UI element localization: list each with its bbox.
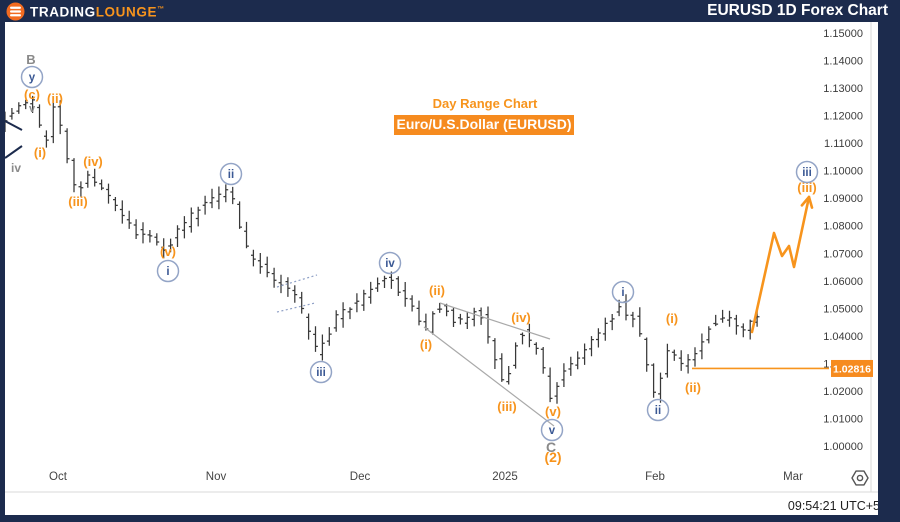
- instrument-badge: Euro/U.S.Dollar (EURUSD): [394, 115, 574, 135]
- svg-text:1.00000: 1.00000: [823, 441, 863, 453]
- svg-text:(v): (v): [160, 244, 176, 259]
- svg-text:Dec: Dec: [350, 471, 371, 483]
- svg-text:i: i: [621, 287, 624, 299]
- svg-text:(i): (i): [420, 337, 432, 352]
- ohlc-bars: [2, 95, 760, 404]
- svg-text:1.08000: 1.08000: [823, 221, 863, 233]
- svg-text:1.02000: 1.02000: [823, 386, 863, 398]
- x-axis-labels[interactable]: Oct Nov Dec 2025 Feb Mar: [49, 471, 803, 483]
- svg-text:(c): (c): [24, 87, 40, 102]
- svg-text:1.01000: 1.01000: [823, 413, 863, 425]
- svg-text:y: y: [29, 72, 36, 84]
- svg-text:(iii): (iii): [68, 194, 88, 209]
- svg-text:(iv): (iv): [511, 310, 531, 325]
- svg-text:(ii): (ii): [429, 283, 445, 298]
- svg-text:(iii): (iii): [497, 399, 517, 414]
- svg-text:(iii): (iii): [797, 180, 817, 195]
- svg-text:v: v: [29, 103, 36, 115]
- svg-text:iii: iii: [802, 167, 812, 179]
- svg-text:i: i: [166, 266, 169, 278]
- chart-subtitle: Day Range Chart: [433, 96, 538, 111]
- svg-text:ii: ii: [655, 405, 661, 417]
- svg-text:ii: ii: [228, 169, 234, 181]
- settings-gear-icon[interactable]: [851, 470, 869, 486]
- svg-text:iii: iii: [316, 367, 326, 379]
- svg-text:(i): (i): [666, 311, 678, 326]
- brand-logo[interactable]: TRADINGLOUNGE™: [6, 1, 165, 21]
- svg-text:(ii): (ii): [47, 91, 63, 106]
- svg-text:(iv): (iv): [83, 154, 103, 169]
- page-title: EURUSD 1D Forex Chart: [707, 2, 888, 19]
- svg-text:(i): (i): [34, 145, 46, 160]
- svg-text:(ii): (ii): [685, 380, 701, 395]
- svg-text:1.07000: 1.07000: [823, 248, 863, 260]
- svg-text:v: v: [549, 425, 556, 437]
- svg-text:1.09000: 1.09000: [823, 193, 863, 205]
- svg-text:1.04000: 1.04000: [823, 331, 863, 343]
- svg-text:C: C: [546, 439, 556, 455]
- svg-text:1.14000: 1.14000: [823, 56, 863, 68]
- clock-timestamp: 09:54:21 UTC+5: [788, 499, 878, 513]
- svg-text:Oct: Oct: [49, 471, 68, 483]
- svg-text:1.10000: 1.10000: [823, 166, 863, 178]
- trendlines: [4, 120, 555, 427]
- svg-text:1.11000: 1.11000: [824, 138, 863, 150]
- svg-text:Mar: Mar: [783, 471, 803, 483]
- svg-text:(2): (2): [544, 449, 561, 465]
- header-bar: TRADINGLOUNGE™ EURUSD 1D Forex Chart: [0, 0, 900, 22]
- svg-text:Nov: Nov: [206, 471, 227, 483]
- price-chart[interactable]: 1.15000 1.14000 1.13000 1.12000 1.11000 1.100…: [2, 22, 880, 515]
- chart-panel: 1.15000 1.14000 1.13000 1.12000 1.11000 1.100…: [2, 22, 880, 515]
- brand-name: TRADINGLOUNGE™: [30, 4, 165, 20]
- svg-text:Feb: Feb: [645, 471, 665, 483]
- price-label: 1.02816: [831, 359, 873, 377]
- svg-text:1.15000: 1.15000: [823, 28, 863, 40]
- projection-arrow: [750, 195, 814, 334]
- svg-text:1.05000: 1.05000: [823, 303, 863, 315]
- svg-text:(v): (v): [545, 404, 561, 419]
- svg-text:B: B: [26, 52, 35, 67]
- y-axis-labels[interactable]: 1.15000 1.14000 1.13000 1.12000 1.11000 1.100…: [823, 28, 863, 453]
- svg-text:1.06000: 1.06000: [823, 276, 863, 288]
- svg-text:2025: 2025: [492, 471, 518, 483]
- tradinglounge-logo-icon: [6, 2, 25, 20]
- svg-text:1.13000: 1.13000: [823, 83, 863, 95]
- svg-text:1.02816: 1.02816: [833, 363, 871, 375]
- svg-text:iv: iv: [385, 258, 395, 270]
- svg-text:iv: iv: [11, 161, 21, 175]
- svg-text:1.12000: 1.12000: [823, 111, 863, 123]
- svg-text:Euro/U.S.Dollar (EURUSD): Euro/U.S.Dollar (EURUSD): [396, 116, 571, 132]
